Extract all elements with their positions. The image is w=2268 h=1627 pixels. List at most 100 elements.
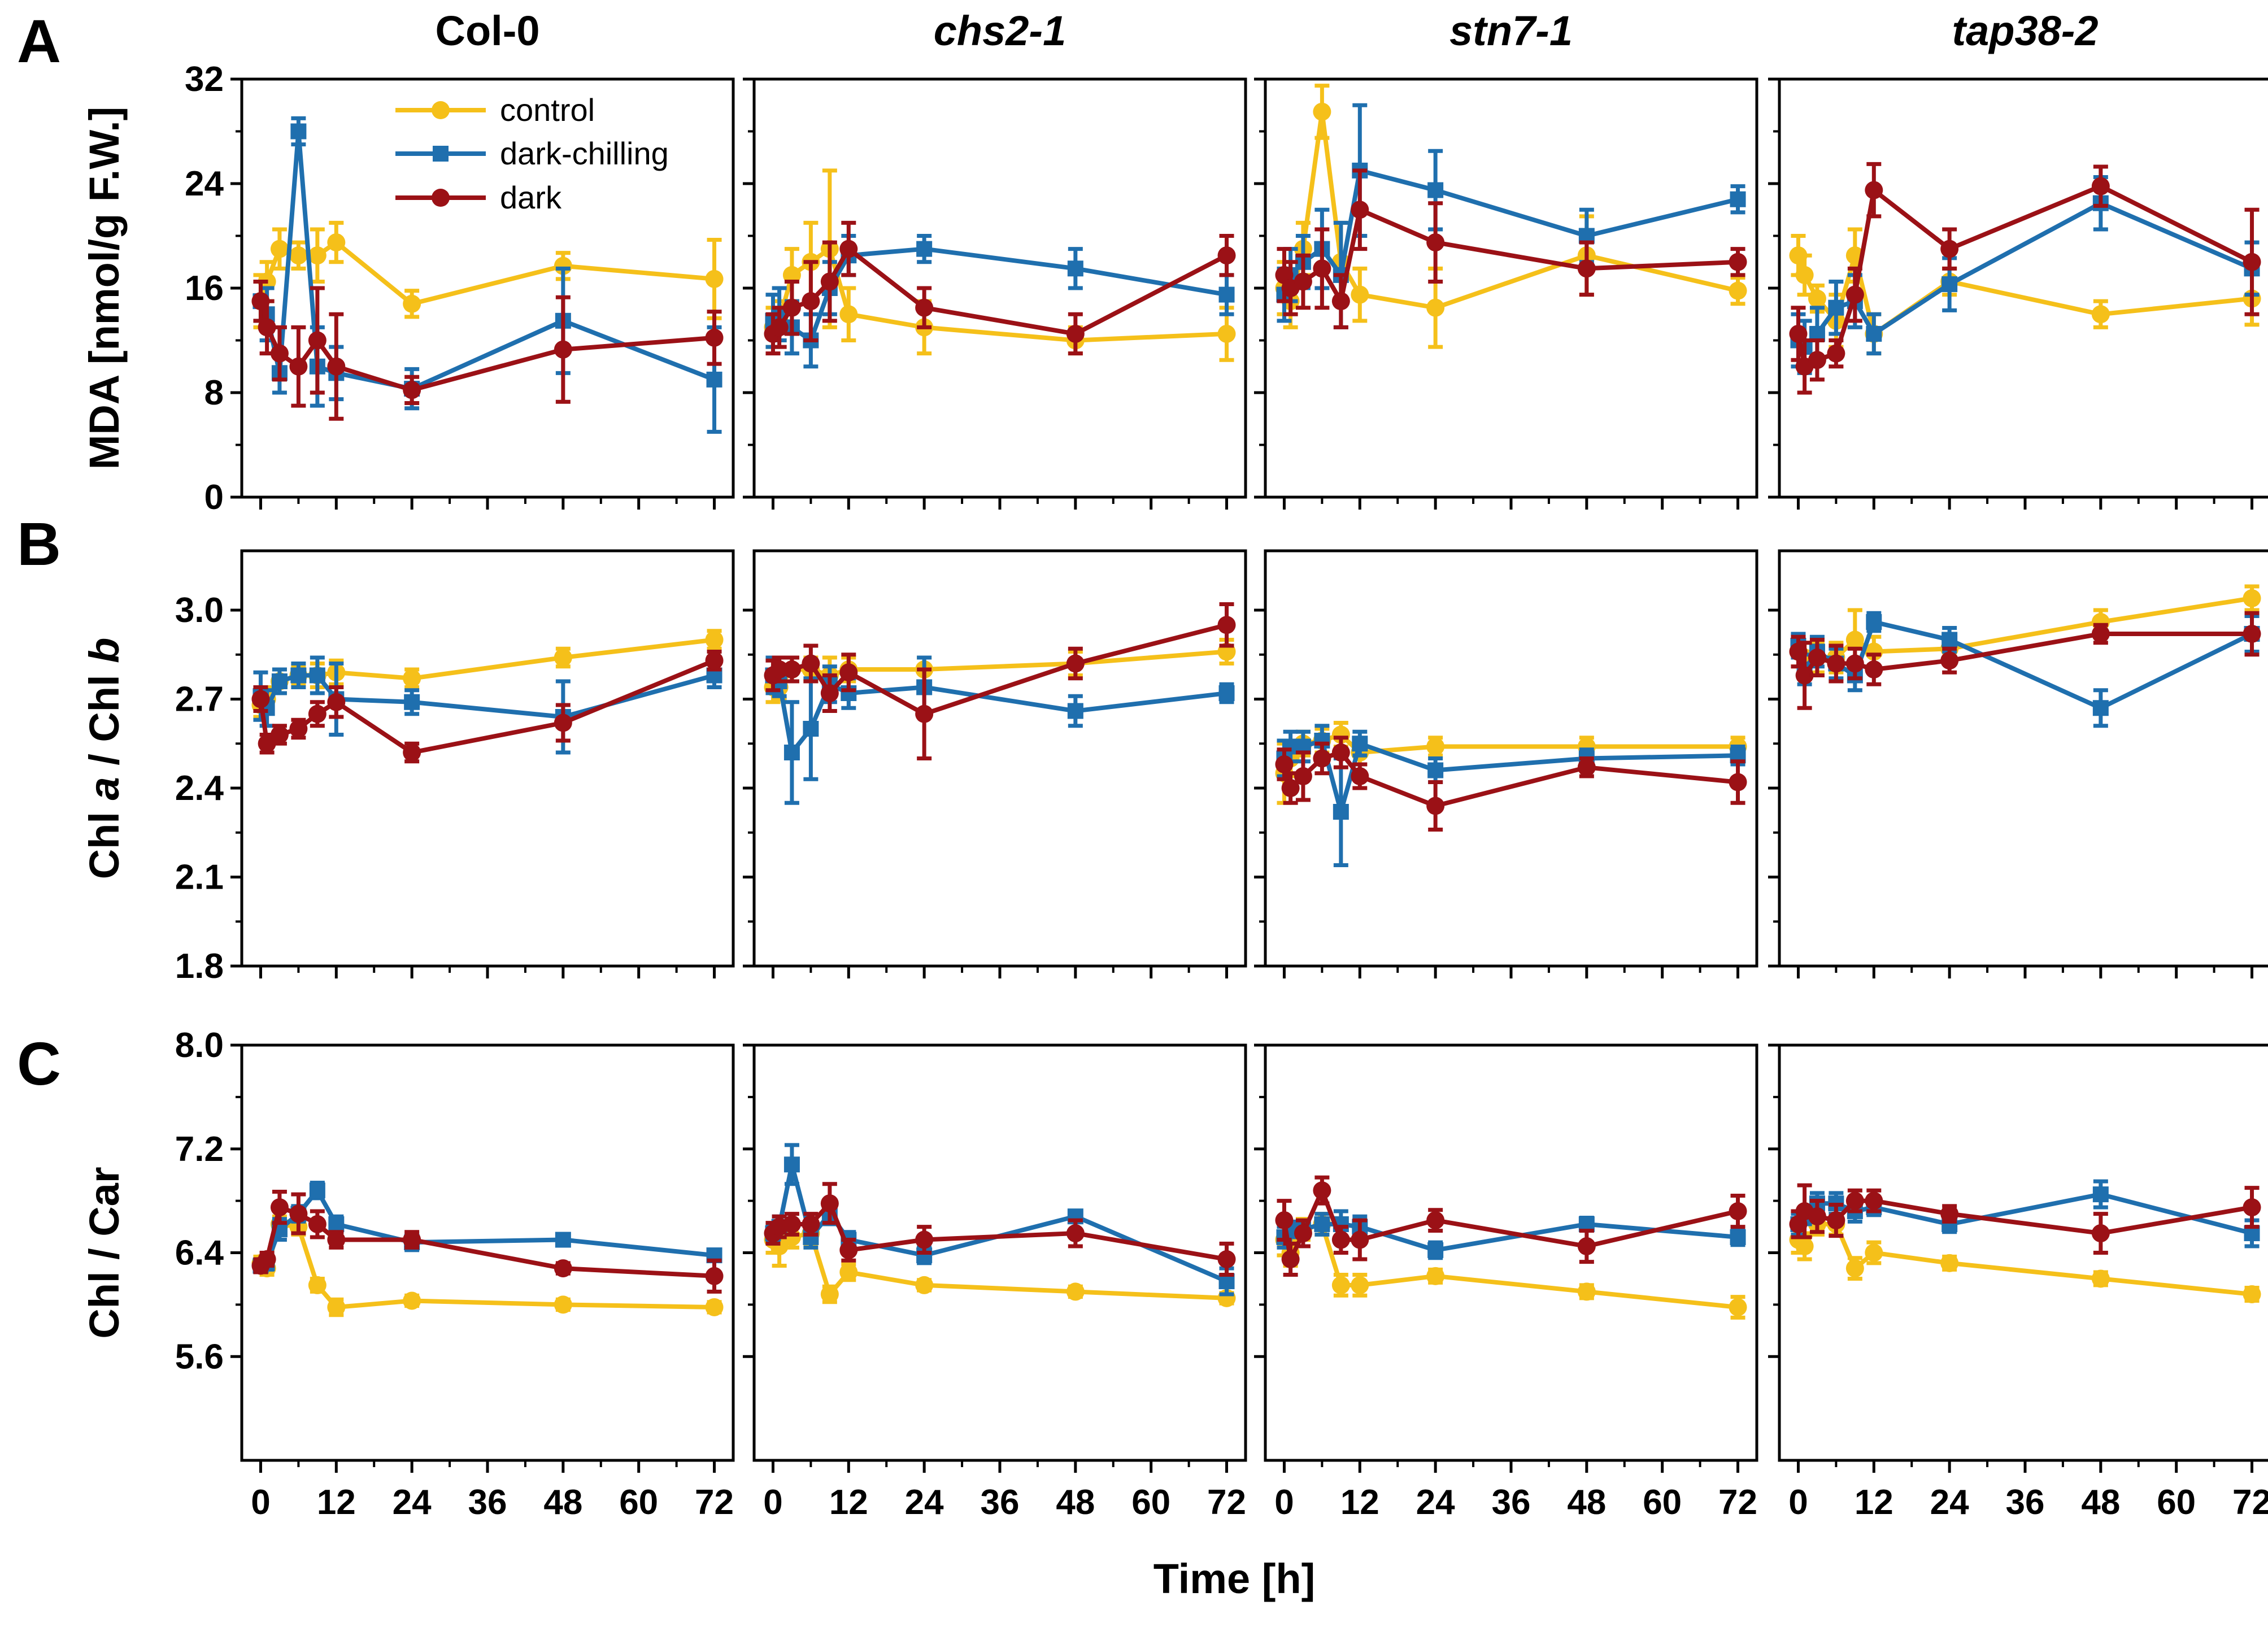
data-point: [705, 328, 724, 347]
panel-letter-a: A: [17, 7, 61, 75]
series-dark-chilling: [1276, 103, 1746, 329]
data-point: [1066, 324, 1085, 343]
plot-c-2: [1254, 1043, 1758, 1473]
data-point: [1808, 1207, 1826, 1226]
data-point: [290, 667, 307, 684]
data-point: [1427, 1242, 1444, 1258]
series-line: [258, 240, 715, 306]
data-point: [1730, 191, 1746, 207]
data-point: [1426, 797, 1445, 815]
series-control: [251, 220, 724, 329]
series-dark: [764, 602, 1236, 760]
data-point: [2091, 305, 2110, 324]
series-dark-chilling: [765, 655, 1235, 805]
data-point: [258, 318, 276, 337]
data-point: [1294, 272, 1312, 291]
data-point: [1729, 253, 1747, 271]
data-point: [1729, 1202, 1747, 1220]
panel-letters: A B C: [17, 7, 61, 1098]
x-tick-label: 12: [1340, 1483, 1379, 1522]
plot-frame: [240, 549, 735, 968]
x-tick-labels: 0 12 24 36 48 60 72 0 12 24 36 48 60 72 0 12 24 36 48 60 72 0…: [251, 1483, 2268, 1522]
x-tick-label: 24: [1930, 1483, 1969, 1522]
data-point: [2243, 1285, 2261, 1303]
column-title-stn7-1: stn7-1: [1449, 7, 1573, 54]
x-tick-label: 24: [1416, 1483, 1455, 1522]
series-dark: [1789, 162, 2261, 395]
data-point: [1577, 1237, 1596, 1256]
data-point: [915, 298, 934, 317]
data-point: [289, 357, 308, 376]
data-point: [2091, 1224, 2110, 1243]
data-point: [403, 381, 421, 399]
series-control: [1789, 1212, 2261, 1303]
data-point: [308, 1276, 327, 1294]
legend-label-dark: dark: [500, 180, 562, 215]
data-point: [1426, 737, 1445, 756]
column-title-tap38-2: tap38-2: [1952, 7, 2098, 54]
series-dark: [764, 1182, 1236, 1277]
data-point: [403, 669, 421, 688]
data-point: [802, 292, 820, 311]
x-tick-label: 0: [1788, 1483, 1808, 1522]
data-point: [1313, 749, 1331, 768]
series-dark: [251, 279, 724, 421]
series-dark-chilling: [253, 655, 722, 755]
x-tick-label: 60: [1131, 1483, 1170, 1522]
data-point: [820, 1285, 839, 1303]
data-point: [1940, 651, 1959, 670]
data-point: [554, 340, 572, 359]
data-point: [554, 1259, 572, 1278]
data-point: [705, 1267, 724, 1285]
data-point: [1808, 649, 1826, 667]
data-point: [1217, 616, 1236, 634]
x-tick-label: 24: [393, 1483, 432, 1522]
data-point: [309, 667, 325, 684]
data-point: [1866, 325, 1882, 342]
data-point: [403, 743, 421, 762]
data-point: [1730, 1229, 1746, 1245]
plot-c-3: [1768, 1043, 2268, 1473]
plot-c-0: 5.6 6.4 7.2 8.0: [175, 1026, 735, 1473]
data-point: [1294, 767, 1312, 785]
y-axis-title-a: MDA [nmol/g F.W.]: [81, 107, 128, 470]
y-tick-label: 32: [185, 60, 224, 99]
x-tick-label: 60: [2157, 1483, 2196, 1522]
data-point: [1940, 1204, 1959, 1223]
data-point: [554, 1295, 572, 1314]
data-point: [289, 720, 308, 738]
data-point: [915, 704, 934, 723]
data-point: [2243, 625, 2261, 643]
data-point: [839, 240, 858, 258]
data-point: [403, 1291, 421, 1310]
data-point: [289, 246, 308, 265]
data-point: [1865, 660, 1883, 678]
data-point: [802, 1215, 820, 1233]
data-point: [1333, 804, 1349, 820]
x-tick-label: 48: [543, 1483, 582, 1522]
y-axis-titles: MDA [nmol/g F.W.] Chl a / Chl b Chl / Car: [81, 107, 128, 1339]
data-point: [782, 660, 801, 678]
data-point: [404, 694, 420, 710]
x-tick-label: 24: [905, 1483, 944, 1522]
data-point: [327, 1230, 346, 1249]
data-point: [1426, 1267, 1445, 1285]
data-point: [1795, 266, 1814, 284]
x-tick-label: 36: [1492, 1483, 1531, 1522]
data-point: [1845, 285, 1864, 304]
data-point: [1827, 654, 1845, 673]
data-point: [782, 266, 801, 284]
data-point: [308, 246, 327, 265]
data-point: [1426, 1211, 1445, 1230]
plot-frame: [752, 549, 1247, 968]
y-tick-label: 24: [185, 164, 224, 203]
data-point: [1845, 1259, 1864, 1278]
data-point: [1351, 767, 1369, 785]
x-axis-title: Time [h]: [1153, 1555, 1315, 1602]
data-point: [1351, 1230, 1369, 1249]
data-point: [1729, 773, 1747, 791]
series-dark: [1275, 168, 1747, 329]
data-point: [328, 1216, 345, 1232]
y-tick-label: 0: [204, 478, 224, 517]
data-point: [1427, 182, 1444, 198]
